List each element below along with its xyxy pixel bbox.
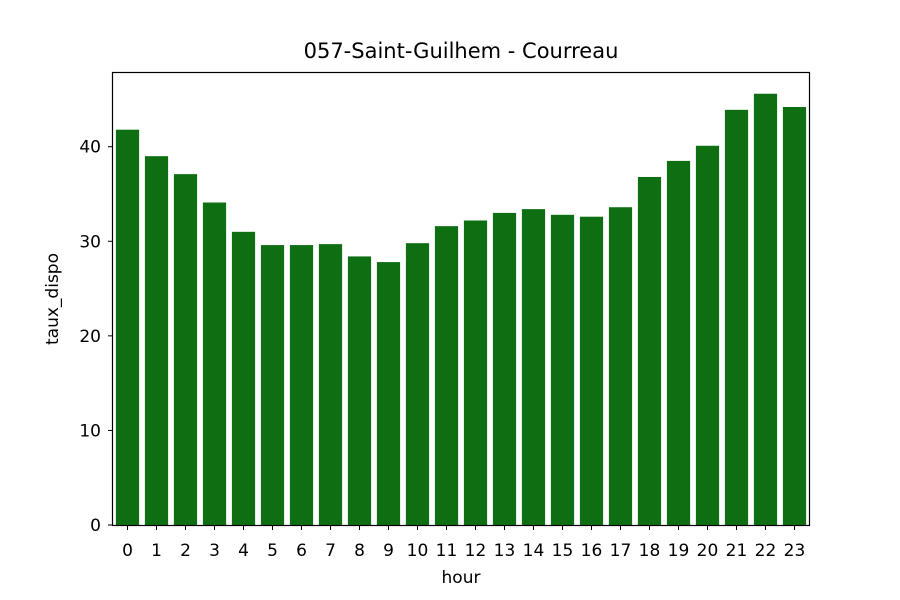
bar-hour-16 bbox=[579, 216, 604, 525]
bar-hour-15 bbox=[550, 214, 575, 526]
chart-title: 057-Saint-Guilhem - Courreau bbox=[304, 39, 619, 63]
bar-hour-20 bbox=[695, 145, 720, 525]
x-tick-label: 7 bbox=[325, 541, 336, 561]
x-axis-label: hour bbox=[442, 568, 481, 588]
bar-hour-17 bbox=[608, 207, 633, 526]
bar-hour-18 bbox=[637, 176, 662, 525]
bars-group bbox=[115, 93, 807, 526]
x-tick-label: 23 bbox=[784, 541, 806, 561]
bar-hour-7 bbox=[318, 244, 343, 525]
x-tick-label: 8 bbox=[354, 541, 365, 561]
bar-hour-11 bbox=[434, 226, 459, 525]
x-tick-label: 1 bbox=[151, 541, 162, 561]
bar-hour-10 bbox=[405, 243, 430, 525]
x-tick-label: 16 bbox=[581, 541, 603, 561]
y-tick-label: 0 bbox=[90, 516, 101, 536]
x-tick-label: 3 bbox=[209, 541, 220, 561]
bar-hour-9 bbox=[376, 262, 401, 525]
y-tick-label: 20 bbox=[79, 327, 101, 347]
y-tick-label: 40 bbox=[79, 138, 101, 158]
plot-frame bbox=[111, 71, 811, 527]
x-tick-label: 18 bbox=[639, 541, 661, 561]
x-tick-label: 15 bbox=[552, 541, 574, 561]
x-tick-label: 20 bbox=[697, 541, 719, 561]
x-tick-label: 12 bbox=[465, 541, 487, 561]
bar-hour-0 bbox=[115, 129, 140, 525]
bar-hour-12 bbox=[463, 220, 488, 526]
x-tick-label: 14 bbox=[523, 541, 545, 561]
y-tick-label: 30 bbox=[79, 232, 101, 252]
x-tick-label: 22 bbox=[755, 541, 777, 561]
bar-hour-6 bbox=[289, 245, 314, 525]
bar-hour-8 bbox=[347, 256, 372, 525]
bar-hour-1 bbox=[144, 156, 169, 526]
x-tick-label: 13 bbox=[494, 541, 516, 561]
x-tick-label: 6 bbox=[296, 541, 307, 561]
bar-hour-21 bbox=[724, 109, 749, 525]
bar-hour-4 bbox=[231, 231, 256, 525]
y-tick-label: 10 bbox=[79, 421, 101, 441]
bar-hour-23 bbox=[782, 106, 807, 526]
bar-hour-3 bbox=[202, 202, 227, 525]
x-tick-label: 21 bbox=[726, 541, 748, 561]
bar-hour-5 bbox=[260, 245, 285, 525]
y-axis-label: taux_dispo bbox=[43, 253, 63, 345]
bar-hour-14 bbox=[521, 209, 546, 525]
x-tick-label: 9 bbox=[383, 541, 394, 561]
bar-hour-19 bbox=[666, 160, 691, 525]
bar-hour-22 bbox=[753, 93, 778, 525]
x-tick-label: 4 bbox=[238, 541, 249, 561]
x-tick-label: 10 bbox=[407, 541, 429, 561]
x-tick-label: 0 bbox=[122, 541, 133, 561]
x-tick-label: 5 bbox=[267, 541, 278, 561]
x-tick-label: 2 bbox=[180, 541, 191, 561]
x-tick-label: 19 bbox=[668, 541, 690, 561]
y-axis-ticks: 0 10 20 30 40 bbox=[79, 138, 113, 536]
x-tick-label: 17 bbox=[610, 541, 632, 561]
x-axis-ticks: 0 1 2 3 4 5 6 7 8 9 10 11 12 13 14 15 16 17 18 19 20 21 22 23 bbox=[122, 525, 805, 561]
x-tick-label: 11 bbox=[436, 541, 458, 561]
bar-hour-2 bbox=[173, 174, 198, 525]
bar-hour-13 bbox=[492, 212, 517, 525]
